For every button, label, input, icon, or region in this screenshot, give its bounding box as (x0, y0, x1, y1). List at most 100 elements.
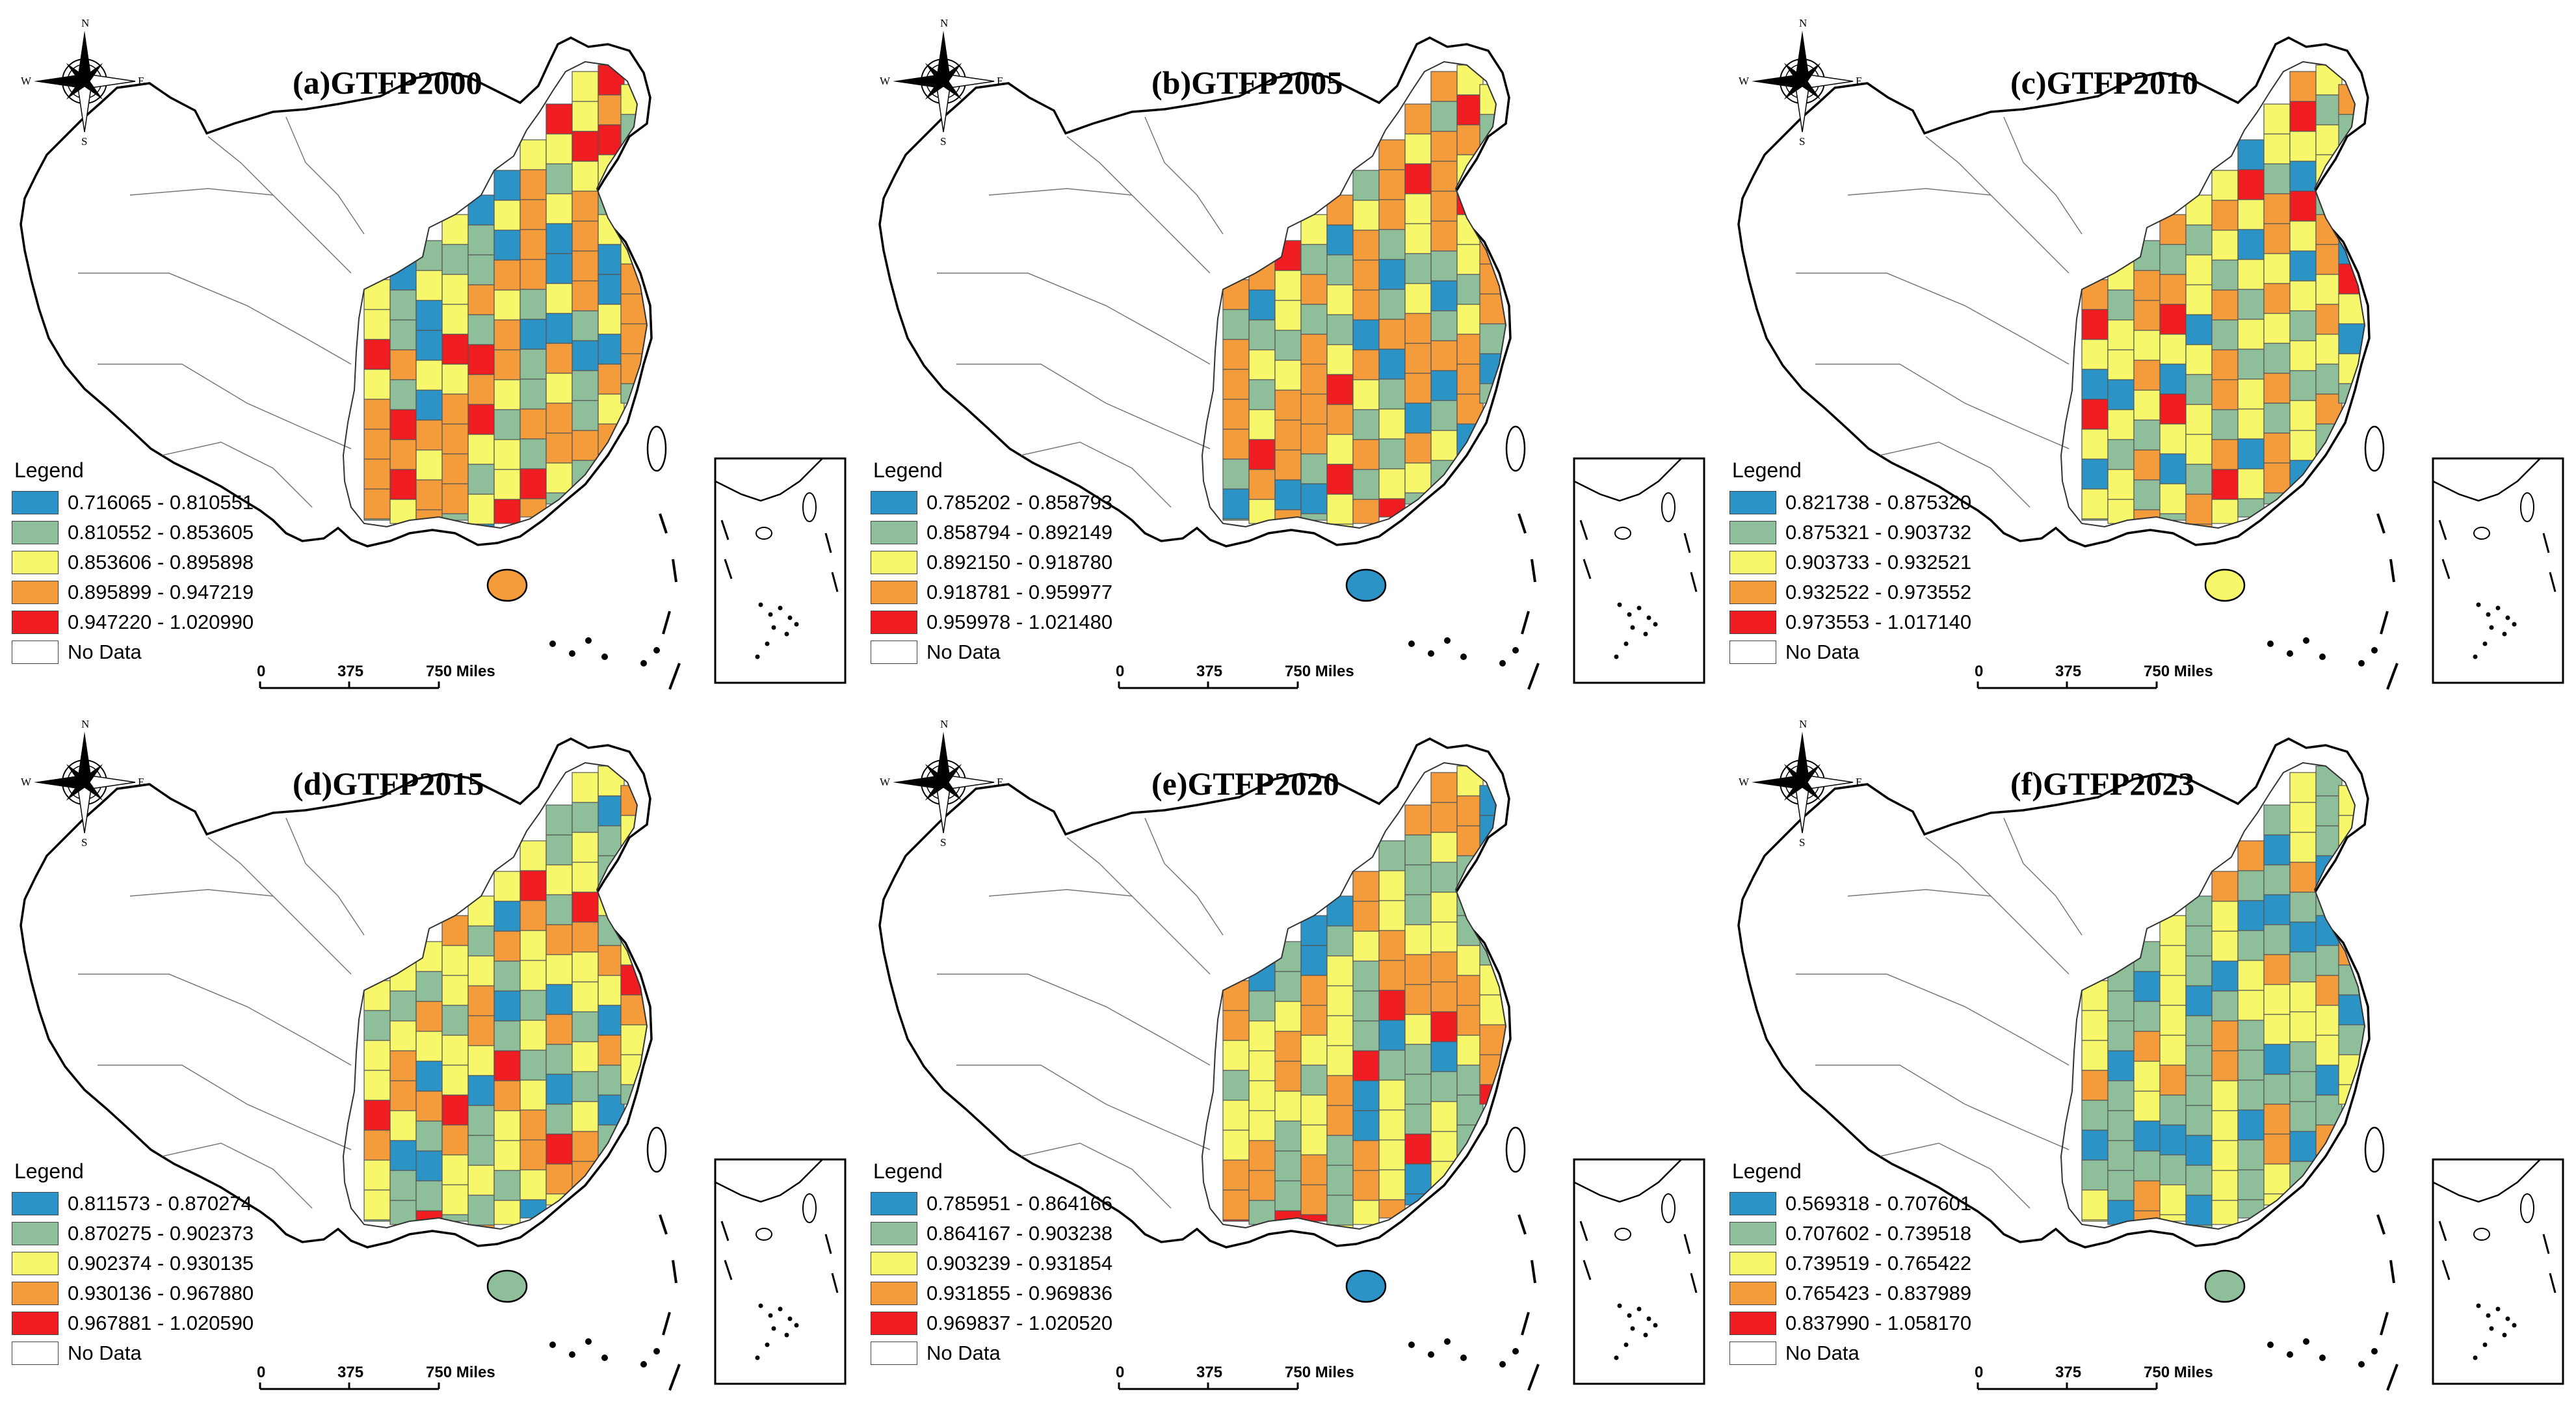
prefecture-cell (389, 1200, 417, 1225)
prefecture-cell (2133, 330, 2161, 361)
legend-swatch (1729, 611, 1776, 634)
legend-item: 0.969837 - 1.020520 (871, 1308, 1112, 1338)
prefecture-cell (572, 430, 599, 461)
compass-e: E (138, 776, 144, 788)
prefecture-cell (2338, 994, 2365, 1025)
legend-heading: Legend (14, 1159, 84, 1183)
map-panel-f: 0 375 750 Miles N S E W (f)GTFP2023 Legend 0.5693… (1718, 701, 2576, 1402)
prefecture-cell (2289, 1131, 2317, 1162)
scale-label-1: 375 (2055, 663, 2081, 680)
prefecture-cell (1222, 1130, 1250, 1161)
prefecture-cell (1430, 802, 1458, 833)
boundary-dash (668, 1364, 681, 1391)
prefecture-cell (389, 349, 417, 380)
island-dot (1444, 637, 1451, 644)
legend-item: 0.864167 - 0.903238 (871, 1219, 1112, 1249)
legend-item: 0.853606 - 0.895898 (12, 548, 254, 577)
prefecture-cell (441, 1124, 469, 1156)
legend-range-label: 0.811573 - 0.870274 (68, 1192, 252, 1215)
prefecture-cell (2107, 379, 2135, 410)
legend-item: 0.858794 - 0.892149 (871, 518, 1112, 548)
prefecture-cell (1378, 870, 1406, 901)
prefecture-cell (545, 373, 573, 404)
prefecture-cell (2107, 1200, 2135, 1225)
legend-range-label: 0.903733 - 0.932521 (1785, 551, 1972, 574)
island-dot (1408, 1342, 1415, 1348)
prefecture-cell (2237, 319, 2265, 350)
prefecture-cell (363, 339, 391, 370)
scale-label-0: 0 (1975, 1364, 1983, 1381)
prefecture-cell (1430, 951, 1458, 983)
south-china-sea-inset (2432, 457, 2564, 684)
prefecture-cell (2185, 374, 2213, 405)
prefecture-cell (493, 901, 521, 932)
legend-item: 0.716065 - 0.810551 (12, 488, 254, 518)
scale-label-2: 750 Miles (2144, 663, 2213, 680)
prefecture-cell (1404, 193, 1432, 224)
prefecture-cell (467, 284, 495, 315)
prefecture-cell (1300, 393, 1328, 425)
scale-bar: 0 375 750 Miles (1975, 663, 2213, 689)
prefecture-cell (1326, 925, 1354, 957)
prefecture-cell (2081, 1159, 2109, 1191)
prefecture-cell (2133, 1031, 2161, 1062)
boundary-dash (1521, 1312, 1530, 1336)
prefecture-cell (2185, 404, 2213, 435)
compass-s: S (940, 135, 946, 148)
prefecture-cell (545, 462, 573, 494)
province-border (98, 364, 352, 449)
prefecture-cell (493, 379, 521, 410)
prefecture-cell (1326, 254, 1354, 285)
boundary-dash (2386, 1364, 2399, 1391)
island-dot (1408, 641, 1415, 647)
legend-swatch (12, 551, 59, 574)
island-dot (1460, 1355, 1467, 1361)
prefecture-cell (2107, 409, 2135, 440)
prefecture-cell (2237, 349, 2265, 380)
prefecture-cell (2263, 954, 2291, 985)
boundary-dash (2389, 1260, 2395, 1284)
prefecture-cell (572, 951, 599, 983)
legend-range-label: 0.930136 - 0.967880 (68, 1282, 254, 1304)
prefecture-cell (2237, 1020, 2265, 1051)
prefecture-cell (1378, 349, 1406, 380)
prefecture-cell (1378, 468, 1406, 499)
prefecture-cell (1352, 1170, 1380, 1201)
prefecture-cell (2159, 244, 2187, 275)
prefecture-cell (2133, 270, 2161, 301)
province-border (956, 1065, 1211, 1150)
legend-item: 0.811573 - 0.870274 (12, 1189, 254, 1219)
prefecture-cell (1222, 1040, 1250, 1071)
island-dot (2287, 1351, 2293, 1358)
prefecture-cell (1404, 283, 1432, 314)
scale-label-0: 0 (257, 1364, 265, 1381)
east-region-border (342, 761, 648, 1230)
prefecture-cell (545, 1074, 573, 1105)
legend-range-label: 0.932522 - 0.973552 (1785, 581, 1972, 603)
legend-item-no-data: No Data (12, 1338, 254, 1368)
prefecture-cell (2315, 1035, 2343, 1066)
prefecture-cell (1300, 1005, 1328, 1036)
prefecture-cell (2237, 1079, 2265, 1111)
compass-e: E (997, 75, 1003, 87)
prefecture-cell (363, 1130, 391, 1161)
prefecture-cell (519, 139, 547, 170)
island-dot (1428, 1351, 1434, 1358)
prefecture-cell (2211, 1020, 2239, 1052)
prefecture-cell (2289, 862, 2317, 893)
prefecture-cell (545, 133, 573, 165)
prefecture-cell (1274, 1091, 1302, 1122)
compass-n: N (81, 718, 89, 730)
prefecture-cell (1248, 1140, 1276, 1171)
prefecture-cell (1300, 423, 1328, 455)
prefecture-cell (415, 419, 443, 451)
prefecture-cell (519, 378, 547, 410)
prefecture-cell (1430, 1071, 1458, 1102)
prefecture-cell (545, 1163, 573, 1195)
compass-n: N (940, 17, 948, 29)
prefecture-cell (2107, 289, 2135, 321)
legend-swatch (1729, 491, 1776, 514)
prefecture-cell (2159, 945, 2187, 976)
island-dot (1512, 647, 1519, 654)
legend-item: 0.931855 - 0.969836 (871, 1278, 1112, 1308)
